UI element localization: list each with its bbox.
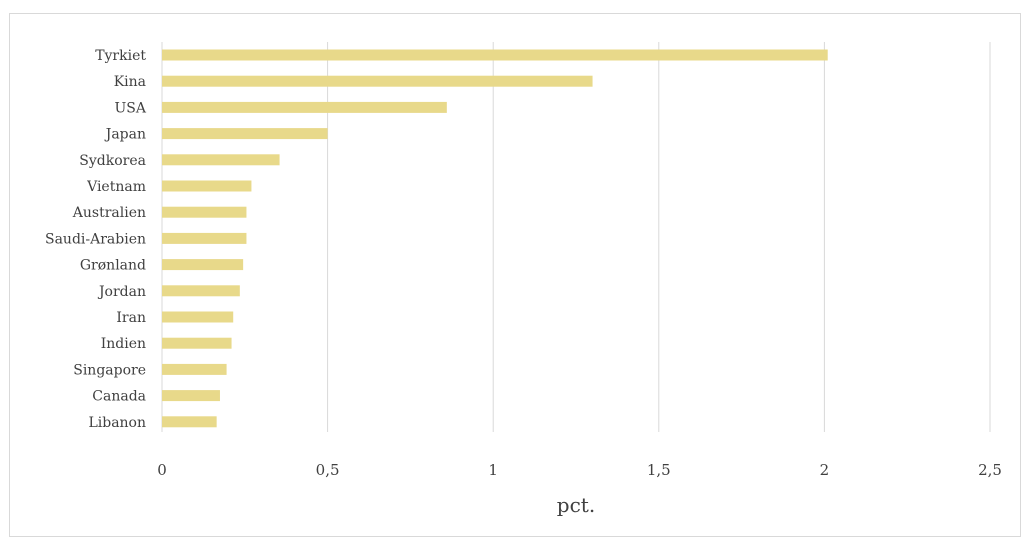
bar-0 bbox=[162, 49, 828, 61]
grid-lines bbox=[161, 42, 991, 432]
x-tick-label-5: 2,5 bbox=[978, 461, 1002, 479]
x-tick-labels: 0 0,5 1 1,5 2 2,5 bbox=[157, 461, 1002, 479]
category-label-4: Sydkorea bbox=[79, 153, 146, 169]
category-label-14: Libanon bbox=[88, 415, 146, 431]
x-axis-title: pct. bbox=[557, 493, 595, 517]
category-label-0: Tyrkiet bbox=[95, 48, 146, 64]
category-label-1: Kina bbox=[114, 74, 146, 90]
bar-1 bbox=[162, 75, 593, 87]
category-label-5: Vietnam bbox=[86, 179, 146, 195]
bar-14 bbox=[162, 416, 217, 428]
category-label-13: Canada bbox=[92, 389, 146, 405]
bar-7 bbox=[162, 232, 247, 244]
category-label-7: Saudi-Arabien bbox=[45, 231, 146, 247]
bar-9 bbox=[162, 285, 240, 297]
category-label-8: Grønland bbox=[80, 258, 146, 274]
x-tick-label-4: 2 bbox=[820, 461, 830, 479]
x-tick-label-3: 1,5 bbox=[647, 461, 671, 479]
category-label-12: Singapore bbox=[73, 362, 146, 378]
chart-frame bbox=[9, 13, 1021, 537]
x-tick-label-1: 0,5 bbox=[316, 461, 340, 479]
bar-4 bbox=[162, 154, 280, 166]
bars bbox=[162, 49, 828, 428]
x-tick-label-0: 0 bbox=[157, 461, 167, 479]
bar-5 bbox=[162, 180, 252, 192]
bar-12 bbox=[162, 363, 227, 375]
category-label-2: USA bbox=[115, 100, 147, 116]
category-label-10: Iran bbox=[116, 310, 146, 326]
bar-6 bbox=[162, 206, 247, 218]
bar-3 bbox=[162, 128, 328, 140]
category-label-6: Australien bbox=[72, 205, 146, 221]
category-label-3: Japan bbox=[104, 127, 146, 143]
category-labels: Tyrkiet Kina USA Japan Sydkorea Vietnam Austra… bbox=[45, 48, 147, 431]
bar-13 bbox=[162, 390, 220, 402]
bar-2 bbox=[162, 101, 447, 113]
category-label-9: Jordan bbox=[97, 284, 146, 300]
x-tick-label-2: 1 bbox=[488, 461, 498, 479]
category-label-11: Indien bbox=[101, 336, 146, 352]
bar-10 bbox=[162, 311, 234, 323]
bar-11 bbox=[162, 337, 232, 349]
bar-8 bbox=[162, 259, 244, 271]
